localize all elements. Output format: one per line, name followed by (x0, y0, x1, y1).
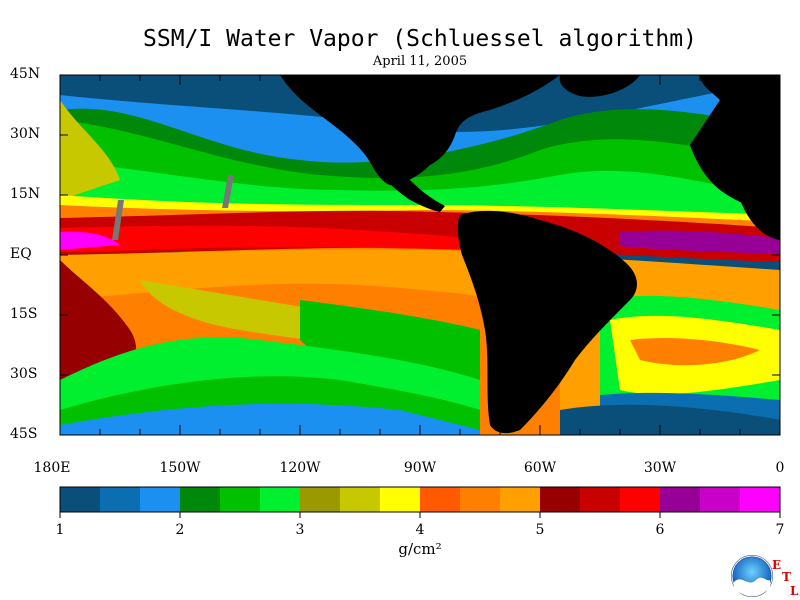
colorbar-swatch (740, 487, 781, 512)
colorbar-swatch (140, 487, 181, 512)
colorbar-swatch (700, 487, 741, 512)
lon-label: 0 (775, 460, 785, 476)
colorbar-swatch (300, 487, 341, 512)
colorbar-tick-label: 1 (55, 522, 65, 538)
lat-label: 45S (10, 426, 38, 442)
north-america-land (280, 75, 560, 186)
colorbar-swatch (580, 487, 621, 512)
lon-label: 30W (643, 460, 677, 476)
lat-label: 15N (10, 186, 41, 202)
colorbar-swatch (180, 487, 221, 512)
colorbar-swatch (340, 487, 381, 512)
lon-label: 60W (523, 460, 557, 476)
colorbar-swatch (100, 487, 141, 512)
map-title: SSM/I Water Vapor (Schluessel algorithm) (143, 26, 697, 52)
colorbar-swatch (540, 487, 581, 512)
lon-label: 150W (159, 460, 201, 476)
colorbar-swatch (60, 487, 101, 512)
europe-africa-land (690, 75, 780, 212)
colorbar-swatch (260, 487, 301, 512)
colorbar-tick-label: 4 (415, 522, 425, 538)
lat-label: EQ (10, 246, 32, 262)
colorbar-tick-label: 6 (655, 522, 665, 538)
colorbar-swatch (500, 487, 541, 512)
lon-label: 90W (403, 460, 437, 476)
colorbar-swatch (380, 487, 421, 512)
colorbar-tick-label: 7 (775, 522, 785, 538)
colorbar-units: g/cm² (398, 540, 442, 558)
lon-label: 180E (33, 460, 71, 476)
colorbar-tick-label: 5 (535, 522, 545, 538)
latitude-ticks (60, 74, 780, 436)
colorbar (60, 487, 781, 512)
colorbar-swatch (620, 487, 661, 512)
south-america-land (457, 210, 637, 434)
map-date: April 11, 2005 (372, 54, 468, 69)
colorbar-swatch (420, 487, 461, 512)
lat-label: 15S (10, 306, 38, 322)
longitude-ticks (59, 75, 781, 435)
colorbar-swatch (460, 487, 501, 512)
lon-label: 120W (279, 460, 321, 476)
lat-label: 45N (10, 66, 41, 82)
lat-label: 30S (10, 366, 38, 382)
etl-letter-e: E (772, 558, 782, 572)
colorbar-tick-label: 3 (295, 522, 305, 538)
colorbar-ticks (59, 512, 781, 518)
noaa-logo-icon (731, 555, 773, 597)
colorbar-swatch (220, 487, 261, 512)
central-america-land (370, 160, 445, 212)
etl-letter-l: L (790, 584, 799, 598)
colorbar-tick-label: 2 (175, 522, 185, 538)
lat-label: 30N (10, 126, 41, 142)
water-vapor-field (60, 75, 780, 435)
colorbar-swatch (660, 487, 701, 512)
etl-letter-t: T (782, 570, 791, 584)
